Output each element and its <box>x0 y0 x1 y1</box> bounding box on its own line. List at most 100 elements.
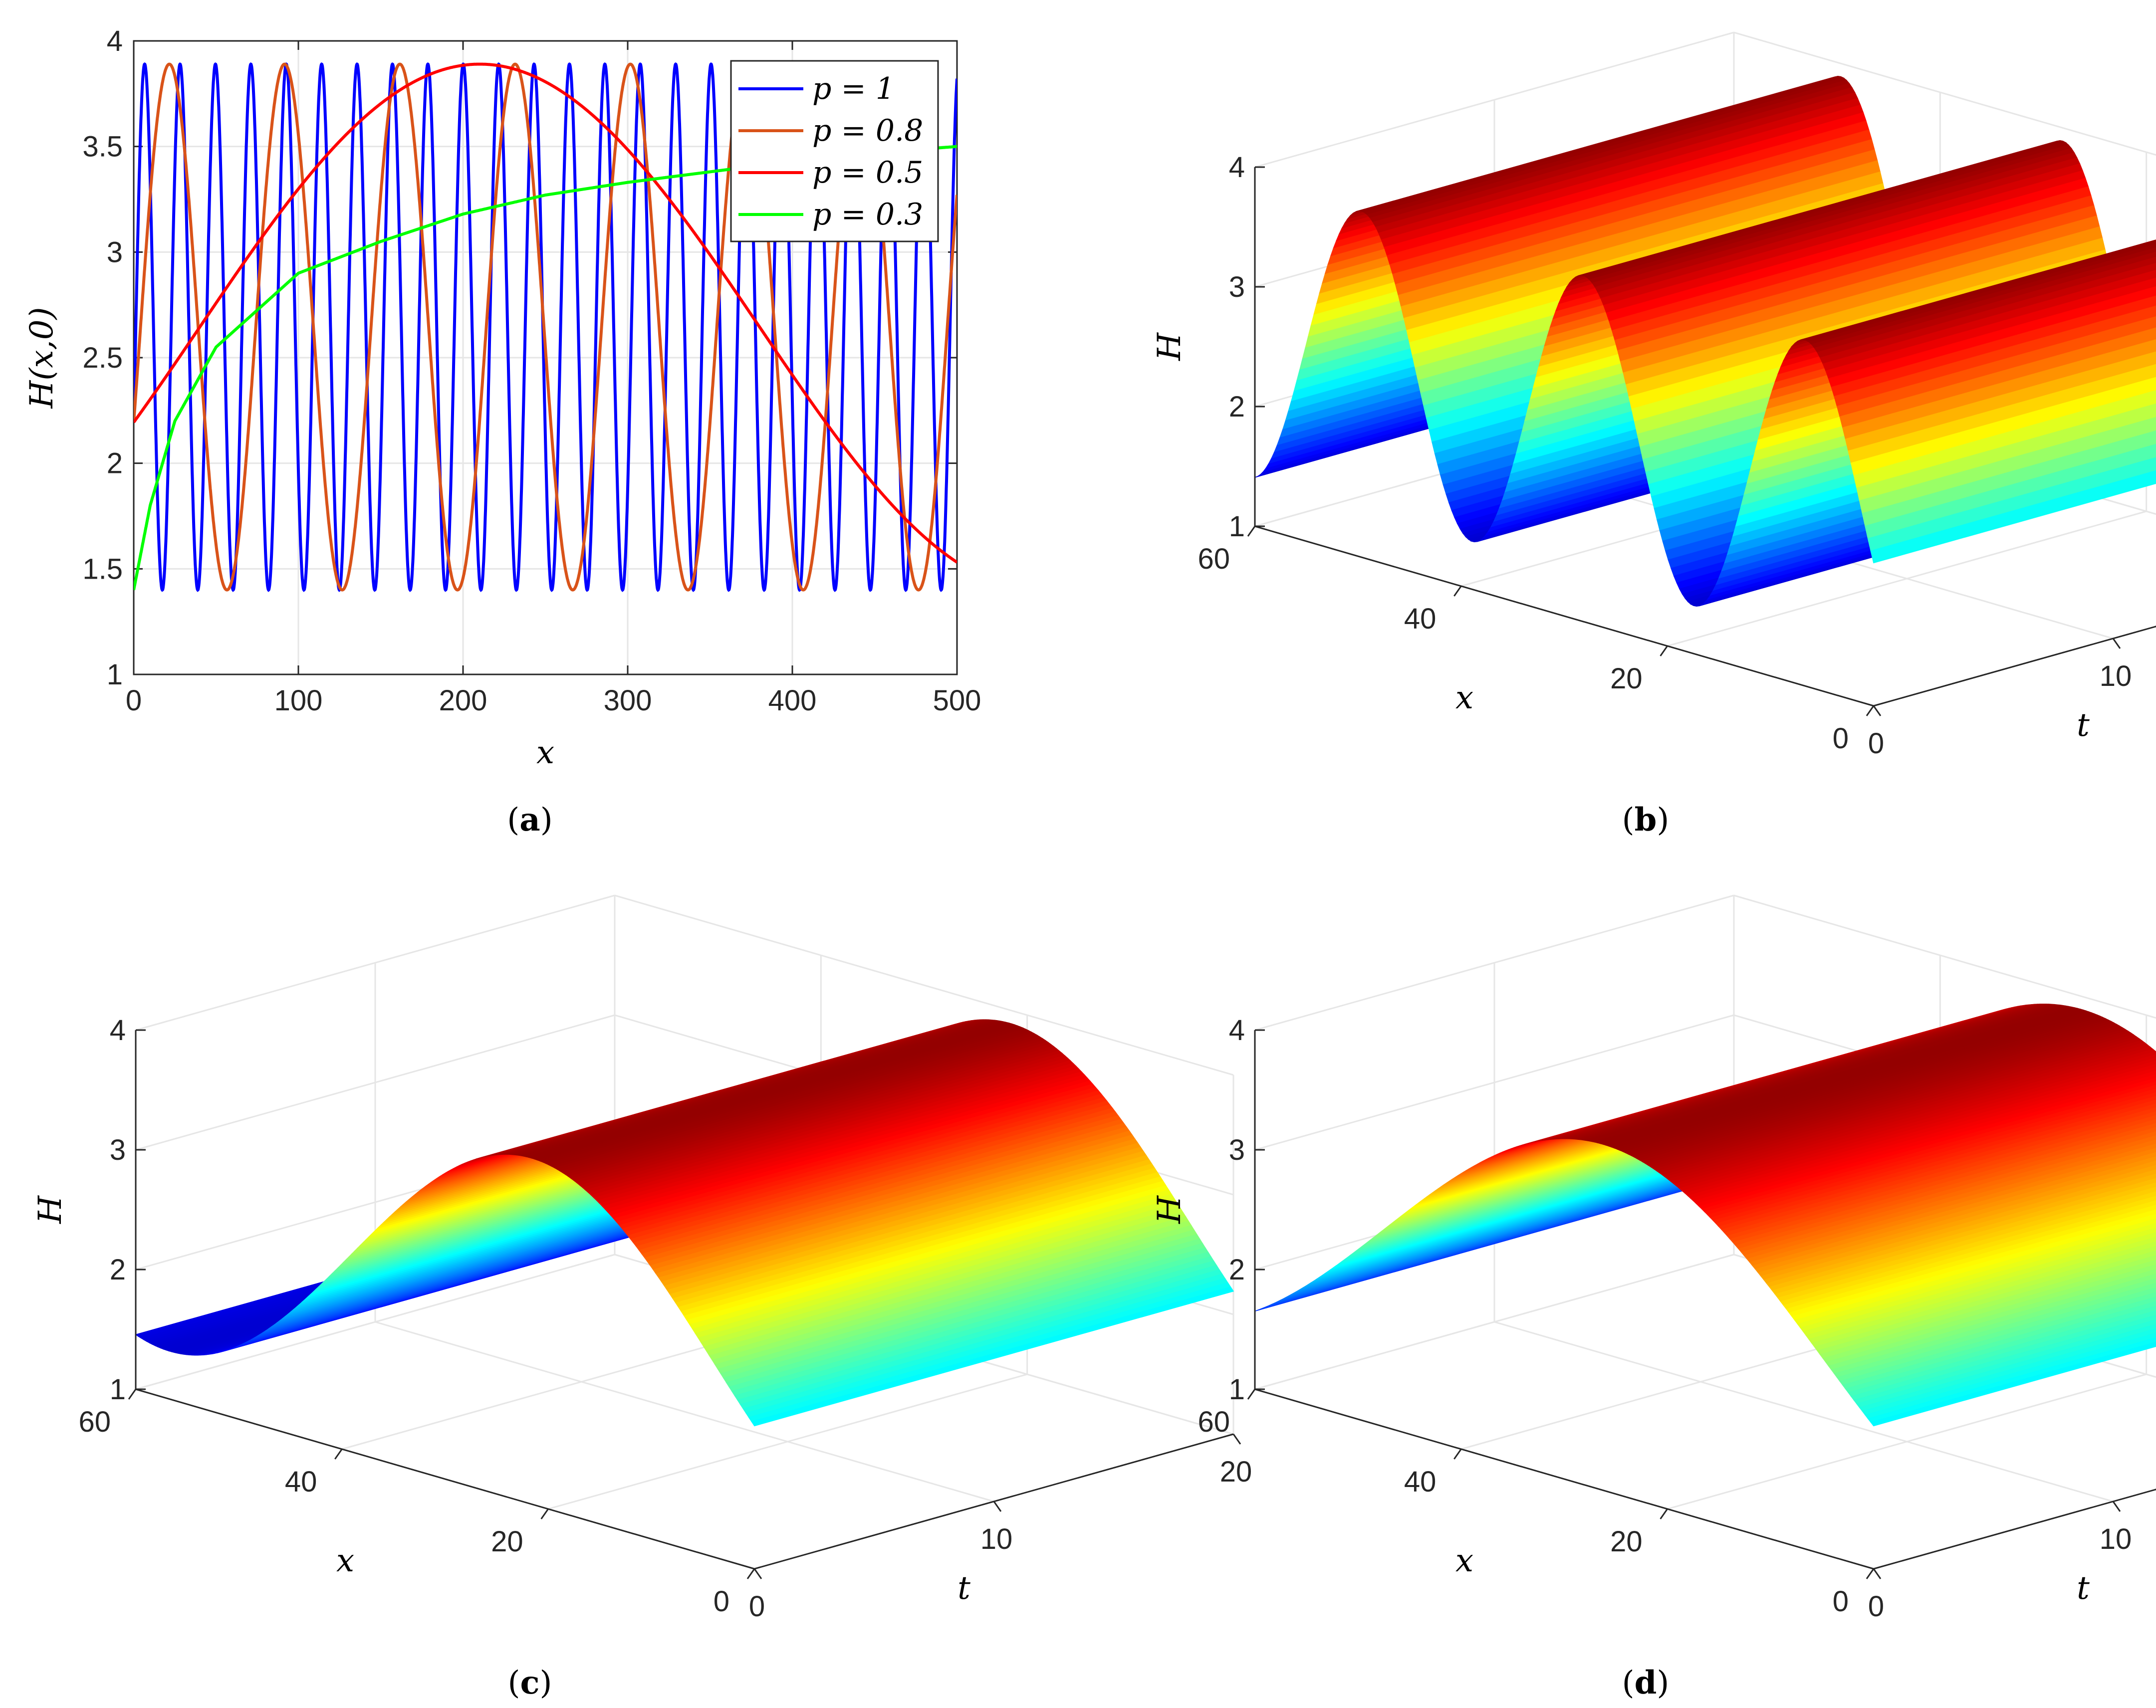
x-axis-line <box>1254 525 1874 707</box>
surface-strip <box>1851 377 2156 476</box>
surface-strip <box>1859 1323 2156 1412</box>
x-tick-mark <box>1247 526 1256 537</box>
svg-text:(d): (d) <box>1622 1664 1670 1702</box>
x-tick-mark <box>334 1449 343 1460</box>
surface-strip <box>1853 1314 2156 1405</box>
x-tick-label: 0 <box>1833 1585 1849 1618</box>
z-tick-label: 2 <box>1229 1254 1245 1286</box>
legend-label: p = 0.8 <box>812 113 923 148</box>
panel-a-ytick-label: 2.5 <box>82 342 123 374</box>
surface-strip <box>1850 1310 2156 1401</box>
t-tick-label: 0 <box>749 1590 765 1623</box>
surface-strip <box>1867 1337 2156 1423</box>
t-axis-label: t <box>2077 1570 2090 1607</box>
t-tick-mark <box>2112 638 2121 649</box>
caption-b: (b) <box>1622 801 1670 839</box>
t-tick-mark <box>993 1501 1002 1512</box>
t-tick-label: 10 <box>980 1523 1013 1555</box>
panel-a-ytick-label: 2 <box>107 447 123 480</box>
panel-a-ylabel: H(x,0) <box>23 307 60 409</box>
x-tick-mark <box>1866 705 1875 716</box>
x-tick-label: 60 <box>1198 543 1230 575</box>
surface-strip <box>1842 339 2156 440</box>
grid-line <box>1494 1321 2114 1502</box>
t-tick-mark <box>1873 705 1882 716</box>
x-tick-mark <box>1453 586 1462 597</box>
panel-a-xlabel: x <box>536 734 554 771</box>
z-tick-label: 4 <box>1229 1014 1245 1047</box>
t-tick-mark <box>1873 1568 1882 1579</box>
panel-a-ytick-label: 1 <box>107 658 123 691</box>
grid-line <box>375 1321 994 1502</box>
x-tick-mark <box>1247 1389 1256 1400</box>
x-tick-label: 20 <box>1610 662 1643 695</box>
svg-text:(b): (b) <box>1622 801 1670 839</box>
surface-strip <box>1833 1282 2156 1378</box>
x-tick-mark <box>1453 1449 1462 1460</box>
panel-c-surface-chart: 0 20 40 60 0 10 20 1 2 3 4 x t H <box>32 894 1252 1623</box>
x-axis-label: x <box>1455 1542 1473 1579</box>
svg-text:(c): (c) <box>508 1664 552 1702</box>
legend-label: p = 0.5 <box>812 155 923 190</box>
surface-strip <box>1839 1292 2156 1386</box>
x-tick-label: 40 <box>1404 603 1437 635</box>
surface-strip <box>1848 1305 2156 1397</box>
t-tick-label: 0 <box>1868 727 1884 760</box>
surface-strip <box>1848 364 2156 464</box>
x-tick-label: 60 <box>1198 1406 1230 1438</box>
z-tick-label: 2 <box>1229 391 1245 423</box>
series-line-p-0-5 <box>134 62 957 564</box>
x-tick-mark <box>1866 1568 1875 1579</box>
z-tick-label: 1 <box>1229 1373 1245 1406</box>
surface-strip <box>1845 1301 2156 1393</box>
x-tick-label: 20 <box>1610 1525 1643 1558</box>
x-axis-label: x <box>336 1542 354 1579</box>
panel-a-ytick-label: 1.5 <box>82 553 123 585</box>
t-tick-label: 0 <box>1868 1590 1884 1623</box>
x-tick-label: 40 <box>1404 1466 1437 1498</box>
x-tick-label: 40 <box>285 1466 317 1498</box>
x-axis-line <box>1254 1388 1874 1570</box>
z-tick-label: 2 <box>110 1254 126 1286</box>
z-axis-label: H <box>1151 332 1188 361</box>
t-tick-mark <box>1232 1434 1241 1445</box>
x-tick-mark <box>128 1389 137 1400</box>
panel-a-ytick-label: 3 <box>107 236 123 268</box>
z-tick-label: 4 <box>110 1014 126 1047</box>
z-axis-label: H <box>1151 1195 1188 1224</box>
surface-strip <box>1842 1296 2156 1390</box>
z-tick-label: 1 <box>110 1373 126 1406</box>
series-line-p-0-8 <box>134 62 957 592</box>
surface-strip <box>1836 316 2156 418</box>
z-tick-label: 4 <box>1229 151 1245 184</box>
legend-label: p = 1 <box>812 71 895 106</box>
panel-a-xtick-label: 300 <box>604 684 652 717</box>
x-tick-mark <box>540 1508 549 1519</box>
grid-line <box>1733 894 2156 1019</box>
t-tick-label: 10 <box>2100 660 2132 692</box>
panel-a-xtick-label: 500 <box>933 684 981 717</box>
z-tick-label: 3 <box>1229 1134 1245 1166</box>
x-axis-label: x <box>1455 679 1473 716</box>
panel-a-xtick-label: 200 <box>439 684 487 717</box>
surface-strip <box>1859 417 2156 514</box>
panel-a-xtick-label: 400 <box>768 684 817 717</box>
legend-label: p = 0.3 <box>812 197 923 232</box>
grid-line <box>614 894 1234 1076</box>
t-axis-label: t <box>2077 707 2090 744</box>
t-tick-mark <box>2112 1501 2121 1512</box>
panel-a-ytick-label: 3.5 <box>82 131 123 163</box>
surface-strip <box>751 1286 1234 1427</box>
surface-strip <box>1862 430 2156 527</box>
x-axis-line <box>135 1388 755 1570</box>
x-tick-label: 60 <box>78 1406 111 1438</box>
surface-strip <box>1856 1319 2156 1408</box>
panel-a-xtick-label: 0 <box>126 684 142 717</box>
x-tick-label: 0 <box>1833 722 1849 755</box>
surface-strip <box>1836 1287 2156 1382</box>
panel-d-surface-chart: 0 20 40 60 0 10 20 1 2 3 4 x t H <box>1151 894 2156 1623</box>
surface-strip <box>1867 457 2156 552</box>
t-axis-label: t <box>958 1570 970 1607</box>
